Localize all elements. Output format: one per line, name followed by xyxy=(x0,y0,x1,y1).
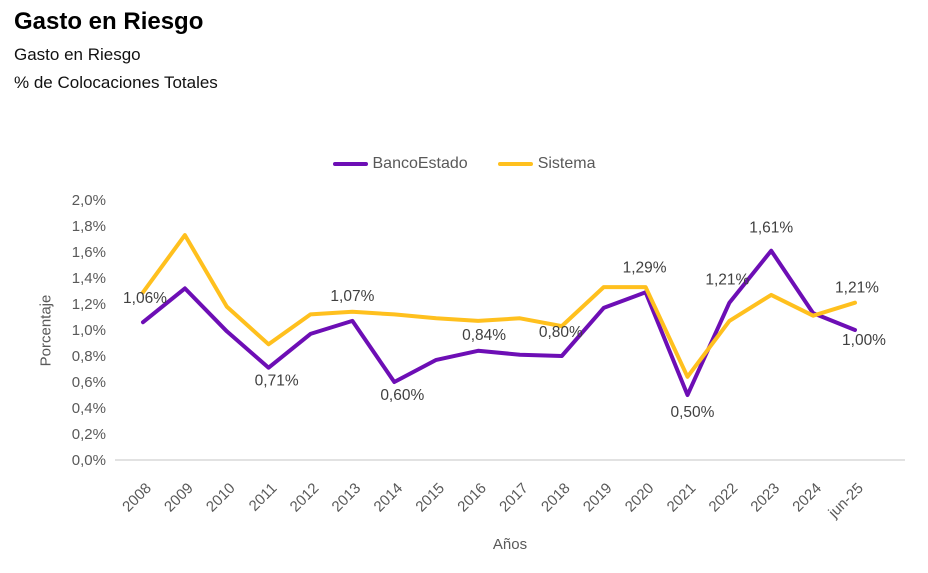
y-tick-label: 1,4% xyxy=(72,270,106,287)
data-label-bancoestado-2016: 0,84% xyxy=(462,327,506,344)
data-label-bancoestado-2011: 0,71% xyxy=(255,373,299,390)
x-tick-label: jun-25 xyxy=(825,480,867,522)
x-tick-label: 2022 xyxy=(706,480,742,516)
data-label-bancoestado-2021: 0,50% xyxy=(670,404,714,421)
series-line-sistema xyxy=(141,233,857,379)
data-label-bancoestado-2008: 1,06% xyxy=(123,290,167,307)
y-tick-label: 0,2% xyxy=(72,426,106,443)
series-line-bancoestado xyxy=(141,248,857,397)
y-tick-label: 0,0% xyxy=(72,452,106,469)
legend-swatch-icon xyxy=(497,162,533,166)
x-tick-label: 2015 xyxy=(412,480,448,516)
y-tick-label: 2,0% xyxy=(72,192,106,209)
chart-subtitle: Gasto en Riesgo xyxy=(14,45,141,64)
y-tick-label: 1,8% xyxy=(72,218,106,235)
x-tick-label: 2021 xyxy=(664,480,700,516)
x-axis-title: Años xyxy=(492,536,528,553)
data-label-bancoestado-2013: 1,07% xyxy=(330,288,374,305)
data-label-sistema-jun-25: 1,21% xyxy=(835,280,879,297)
x-tick-label: 2019 xyxy=(580,480,616,516)
data-label-bancoestado-jun-25: 1,00% xyxy=(842,332,886,349)
legend-label: Sistema xyxy=(537,155,596,172)
legend-label: BancoEstado xyxy=(372,155,468,172)
x-tick-label: 2014 xyxy=(371,480,407,516)
chart-units-label: % de Colocaciones Totales xyxy=(14,73,218,92)
legend-item-sistema: Sistema xyxy=(497,155,596,173)
page-title: Gasto en Riesgo xyxy=(14,8,204,35)
legend-swatch-icon xyxy=(332,162,368,166)
y-tick-label: 1,6% xyxy=(72,244,106,261)
y-tick-label: 0,6% xyxy=(72,374,106,391)
data-label-bancoestado-2020: 1,29% xyxy=(623,259,667,276)
x-tick-label: 2011 xyxy=(246,480,281,515)
x-tick-label: 2012 xyxy=(287,480,323,516)
x-tick-label: 2024 xyxy=(789,480,825,516)
x-tick-label: 2016 xyxy=(454,480,490,516)
y-tick-label: 0,4% xyxy=(72,400,106,417)
x-tick-label: 2023 xyxy=(747,480,783,516)
legend-item-bancoestado: BancoEstado xyxy=(332,155,468,173)
x-tick-label: 2020 xyxy=(622,480,658,516)
data-label-bancoestado-2022: 1,21% xyxy=(705,272,749,289)
x-tick-label: 2013 xyxy=(329,480,365,516)
x-tick-label: 2008 xyxy=(119,480,155,516)
x-tick-label: 2017 xyxy=(496,480,532,516)
x-tick-label: 2018 xyxy=(538,480,574,516)
y-tick-label: 1,2% xyxy=(72,296,106,313)
chart-header: Gasto en Riesgo Gasto en Riesgo % de Col… xyxy=(14,8,218,93)
x-tick-label: 2009 xyxy=(161,480,197,516)
data-label-bancoestado-2018: 0,80% xyxy=(539,324,583,341)
data-label-bancoestado-2014: 0,60% xyxy=(380,387,424,404)
data-label-bancoestado-2023: 1,61% xyxy=(749,220,793,237)
y-tick-label: 0,8% xyxy=(72,348,106,365)
chart-legend: BancoEstado Sistema xyxy=(0,155,928,173)
y-tick-label: 1,0% xyxy=(72,322,106,339)
x-tick-label: 2010 xyxy=(203,480,239,516)
